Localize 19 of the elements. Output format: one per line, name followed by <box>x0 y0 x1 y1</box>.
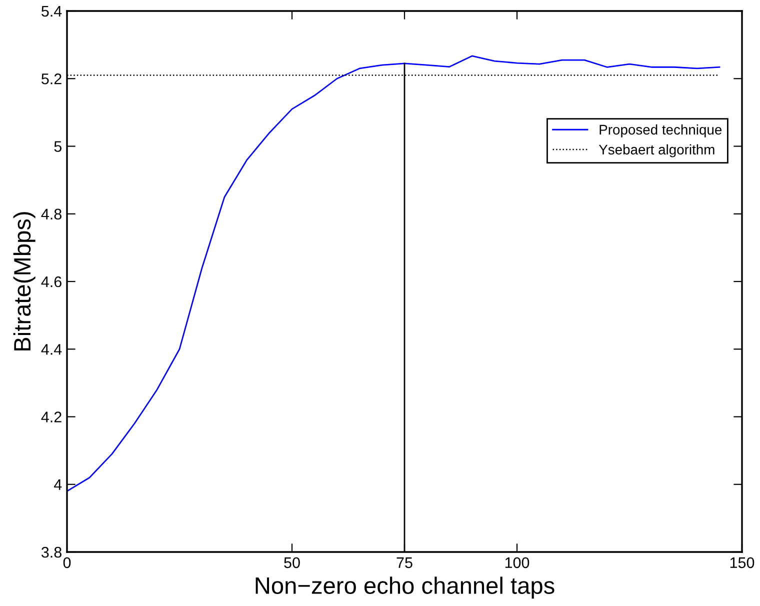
x-tick-label: 50 <box>284 557 300 568</box>
y-tick-label: 3.8 <box>41 546 62 558</box>
y-tick-label: 4.2 <box>41 412 62 422</box>
y-tick-label: 4.8 <box>41 208 62 220</box>
line-series <box>67 55 720 492</box>
y-tick-label: 4.6 <box>41 276 62 288</box>
y-tick-label: 5.2 <box>42 73 62 84</box>
y-tick-label: 5.4 <box>42 6 62 17</box>
y-tick-label: 5 <box>54 141 62 152</box>
x-tick-label: 100 <box>505 557 530 568</box>
x-tick-label: 150 <box>730 557 754 568</box>
x-tick-label: 0 <box>63 557 71 568</box>
x-axis-title: Non−zero echo channel taps <box>256 576 554 599</box>
y-tick-label: 4 <box>54 479 62 490</box>
legend-label: Proposed technique <box>600 124 722 138</box>
legend-label: Ysebaert algorithm <box>598 144 714 158</box>
y-axis-title: Bitrate(Mbps) <box>13 212 36 350</box>
x-tick-label: 75 <box>396 557 412 568</box>
y-tick-label: 4.4 <box>41 344 62 355</box>
